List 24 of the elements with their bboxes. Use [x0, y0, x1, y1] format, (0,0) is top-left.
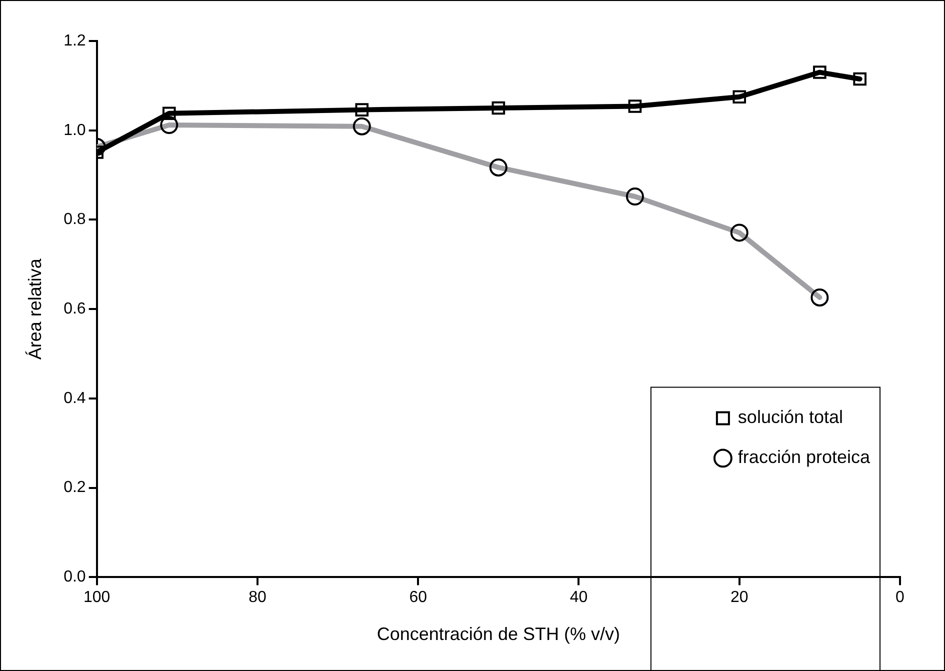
y-tick-label: 0.4: [64, 390, 86, 407]
point: [162, 106, 176, 120]
x-tick-label: 0: [896, 589, 905, 606]
x-tick-label: 40: [570, 589, 588, 606]
y-axis-title: Área relativa: [24, 258, 45, 360]
point: [853, 72, 866, 86]
point: [355, 103, 369, 116]
x-tick-label: 80: [248, 589, 266, 606]
point: [732, 90, 746, 104]
y-tick-label: 0.6: [64, 300, 86, 318]
x-tick-label: 20: [730, 589, 748, 606]
y-tick-label: 0.0: [64, 568, 86, 586]
x-tick-label: 100: [83, 589, 110, 606]
x-axis-title: Concentración de STH (% v/v): [376, 624, 620, 644]
y-tick-label: 1.2: [64, 32, 86, 50]
y-tick-label: 0.2: [64, 479, 86, 496]
y-tick-label: 0.8: [64, 211, 86, 228]
legend-label: solución total: [738, 407, 844, 428]
legend-label: fracción proteica: [738, 447, 871, 468]
y-tick-label: 1.0: [64, 122, 86, 139]
point: [492, 101, 506, 115]
point: [628, 100, 642, 113]
point: [813, 66, 826, 79]
x-tick-label: 60: [409, 589, 428, 606]
